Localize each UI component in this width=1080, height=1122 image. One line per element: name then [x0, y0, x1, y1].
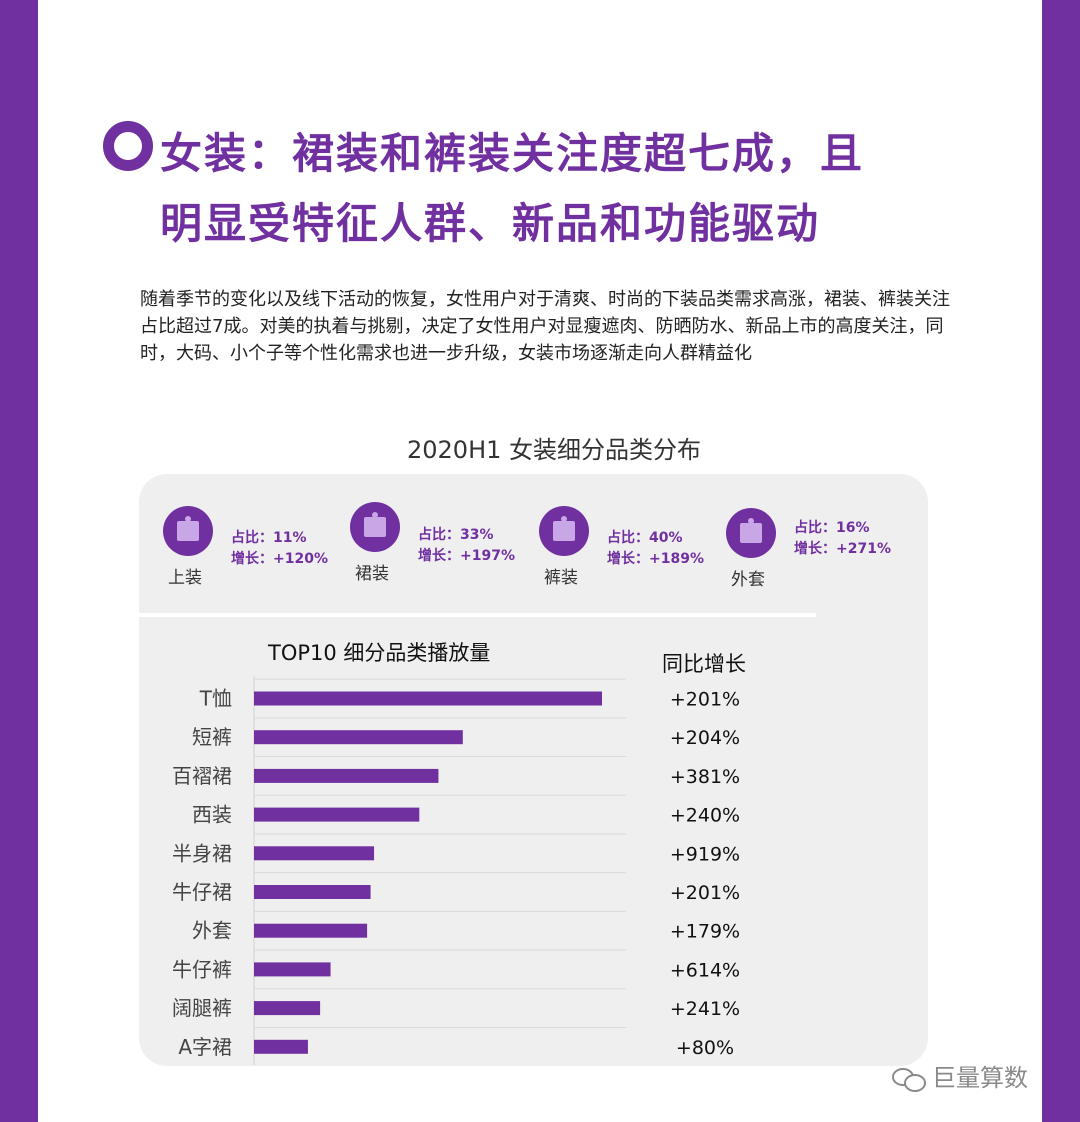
category-label: 短裤 [192, 725, 232, 749]
category-share: 占比：11% [231, 530, 307, 546]
category-name: 外套 [731, 570, 765, 590]
title-circle-icon [103, 121, 153, 171]
gift-box-icon [539, 506, 589, 556]
category-label: 牛仔裤 [172, 957, 232, 981]
category-label: A字裙 [178, 1035, 232, 1059]
category-label: 西装 [192, 803, 232, 827]
category-growth: 增长：+271% [794, 541, 891, 557]
category-label: T恤 [199, 687, 232, 711]
bar [254, 846, 375, 861]
growth-value: +381% [670, 766, 740, 788]
gift-box-icon [163, 506, 213, 556]
bar [254, 1039, 308, 1054]
category-label: 半身裙 [172, 841, 232, 865]
category-name: 裙装 [355, 564, 389, 584]
bar [254, 1001, 321, 1016]
growth-value: +240% [670, 805, 740, 827]
growth-value: +179% [670, 921, 740, 943]
chart-heading: 2020H1 女装细分品类分布 [0, 430, 1080, 465]
bar [254, 768, 439, 783]
gift-box-icon [350, 502, 400, 552]
bar [254, 962, 331, 977]
category-label: 牛仔裙 [172, 880, 232, 904]
page-title-line-1: 女装：裙装和裤装关注度超七成，且 [160, 129, 865, 178]
category-growth: 增长：+120% [231, 551, 328, 567]
category-share: 占比：40% [607, 530, 683, 546]
bar [254, 730, 463, 745]
category-outerwear: 外套 占比：16% 增长：+271% [702, 506, 892, 596]
growth-value: +80% [676, 1037, 734, 1059]
growth-value: +201% [670, 882, 740, 904]
growth-value: +919% [670, 843, 740, 865]
left-border [0, 0, 38, 1122]
gift-box-icon [726, 508, 776, 558]
category-label: 阔腿裤 [172, 996, 232, 1020]
bar [254, 885, 371, 899]
category-skirts: 裙装 占比：33% 增长：+197% [326, 502, 516, 596]
category-name: 裤装 [544, 568, 578, 588]
right-border [1042, 0, 1080, 1122]
category-pants: 裤装 占比：40% 增长：+189% [515, 506, 705, 596]
category-label: 外套 [192, 919, 232, 943]
bar [254, 691, 602, 706]
page-title-line-2: 明显受特征人群、新品和功能驱动 [160, 199, 821, 248]
category-share: 占比：16% [794, 520, 870, 536]
bar [254, 923, 368, 938]
growth-value: +614% [670, 959, 740, 981]
growth-value: +201% [670, 689, 740, 711]
watermark: 巨量算数 [892, 1058, 1028, 1093]
category-label: 百褶裙 [172, 764, 232, 788]
category-tops: 上装 占比：11% 增长：+120% [139, 506, 329, 596]
bar [254, 807, 420, 822]
category-share: 占比：33% [418, 527, 494, 543]
watermark-text: 巨量算数 [932, 1064, 1028, 1092]
panel-divider [139, 613, 816, 617]
wechat-icon [892, 1068, 926, 1092]
growth-column-header: 同比增长 [662, 652, 746, 676]
category-growth: 增长：+189% [607, 551, 704, 567]
top10-chart-title: TOP10 细分品类播放量 [268, 641, 491, 665]
intro-paragraph: 随着季节的变化以及线下活动的恢复，女性用户对于清爽、时尚的下装品类需求高涨，裙装… [140, 289, 950, 364]
chart-heading-text: 2020H1 女装细分品类分布 [406, 436, 702, 464]
category-growth: 增长：+197% [418, 548, 515, 564]
growth-value: +241% [670, 998, 740, 1020]
growth-value: +204% [670, 727, 740, 749]
top10-bar-chart: T恤 +201% 短裤 +204% 百褶裙 +381% 西装 +240% 半身裙 +919% 牛仔裙… [172, 676, 740, 1065]
category-name: 上装 [168, 568, 202, 588]
